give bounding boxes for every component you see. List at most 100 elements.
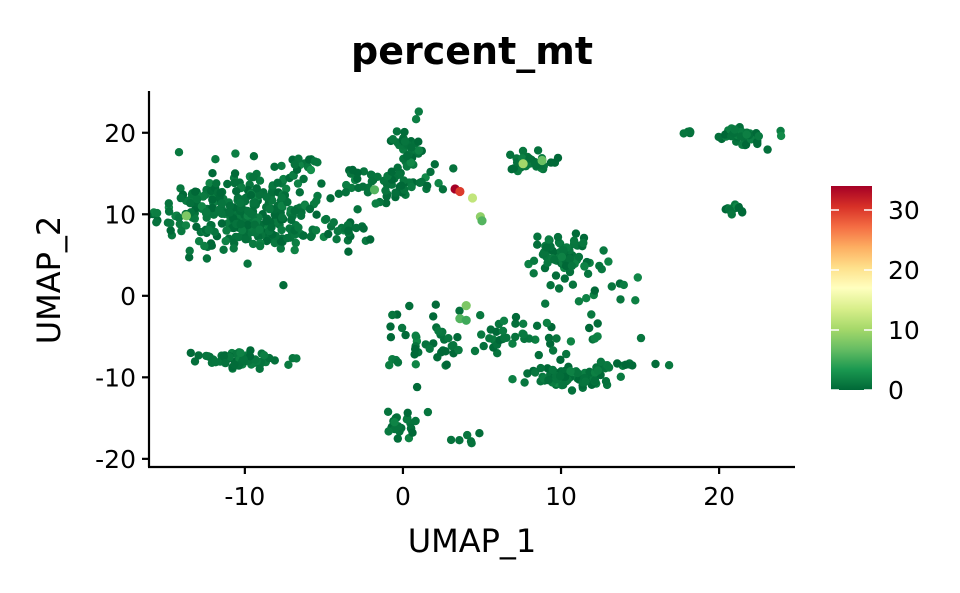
cell-point xyxy=(590,334,600,343)
cell-point xyxy=(741,140,751,149)
cell-point xyxy=(384,427,393,436)
cell-point xyxy=(571,229,581,238)
cell-point xyxy=(405,301,414,311)
cell-point xyxy=(230,178,239,188)
cell-point xyxy=(636,333,646,343)
cell-point xyxy=(423,407,433,417)
cell-point xyxy=(541,299,550,308)
y-tick-label: 10 xyxy=(104,200,136,229)
cell-point xyxy=(679,129,688,138)
cell-point xyxy=(211,155,220,164)
cell-point xyxy=(190,357,200,366)
cell-point xyxy=(425,344,434,353)
cluster-2 xyxy=(329,218,375,245)
cell-point xyxy=(120,238,128,246)
cell-point xyxy=(470,346,480,356)
cell-point xyxy=(359,167,369,176)
cell-point xyxy=(317,179,326,188)
cell-point xyxy=(447,341,456,351)
legend-tick-label: 30 xyxy=(888,196,920,225)
cell-point xyxy=(217,199,226,208)
cell-point xyxy=(566,367,575,376)
cell-point xyxy=(312,210,321,219)
cell-point xyxy=(255,225,264,234)
cell-point xyxy=(276,244,285,253)
cell-point xyxy=(442,360,451,369)
cell-point xyxy=(408,428,417,437)
cell-point xyxy=(607,282,616,291)
cell-point xyxy=(548,365,557,375)
cell-point xyxy=(277,193,286,202)
cell-point xyxy=(727,210,736,219)
cell-point xyxy=(567,386,577,395)
cell-point xyxy=(291,238,300,248)
cluster-0 xyxy=(120,148,370,290)
cell-point xyxy=(283,233,292,243)
cell-point xyxy=(532,321,542,330)
cell-point xyxy=(332,235,341,244)
cluster-1 xyxy=(270,154,322,175)
cell-point xyxy=(429,312,438,321)
cell-point xyxy=(763,145,772,154)
cell-point xyxy=(207,241,216,250)
legend-tick-label: 20 xyxy=(888,256,920,285)
cluster-7 xyxy=(524,229,608,280)
cell-point xyxy=(414,107,423,116)
cell-point xyxy=(221,358,230,368)
cell-point xyxy=(393,163,402,172)
cell-point xyxy=(590,286,599,295)
cell-point xyxy=(511,332,520,342)
cell-point xyxy=(446,435,456,445)
cell-point xyxy=(455,436,464,445)
cell-point xyxy=(391,188,400,197)
cell-point xyxy=(585,323,594,333)
cluster-13 xyxy=(383,407,433,443)
cell-point xyxy=(434,326,443,336)
cell-point xyxy=(438,185,448,194)
cell-point xyxy=(311,226,321,235)
cell-point xyxy=(518,146,528,156)
cell-point xyxy=(241,235,250,244)
cell-point xyxy=(388,310,397,320)
cell-point-highlight xyxy=(369,185,380,195)
cell-point xyxy=(556,371,565,381)
cell-point xyxy=(499,316,509,325)
cell-point xyxy=(333,227,342,236)
color-legend: 0 10 20 30 xyxy=(831,186,920,405)
cluster-5 xyxy=(312,160,458,208)
cell-point xyxy=(466,437,476,446)
y-tick-label: -20 xyxy=(95,445,136,474)
cell-point xyxy=(548,346,558,355)
cell-point-highlight xyxy=(181,211,191,221)
cell-point xyxy=(186,348,195,358)
color-legend-bar xyxy=(831,186,872,390)
cell-point xyxy=(534,350,543,360)
cluster-3 xyxy=(186,346,301,373)
cell-point xyxy=(544,333,554,343)
cell-point xyxy=(174,213,184,222)
cell-point xyxy=(433,353,442,362)
cell-point xyxy=(559,380,568,390)
cell-point xyxy=(633,273,642,282)
cell-point xyxy=(411,360,420,369)
cell-point xyxy=(392,127,402,136)
legend-tick-label: 10 xyxy=(888,316,920,345)
cell-point xyxy=(566,337,576,346)
cell-point xyxy=(273,178,282,187)
cell-point xyxy=(453,333,462,342)
cell-point xyxy=(229,244,238,253)
cell-point xyxy=(411,115,421,124)
cell-point xyxy=(431,300,440,309)
cell-point xyxy=(386,333,396,342)
cell-point xyxy=(402,152,412,161)
cell-point xyxy=(406,158,415,167)
cell-point xyxy=(557,252,567,262)
cell-point xyxy=(222,226,231,235)
cell-point xyxy=(177,226,186,236)
cell-point xyxy=(353,174,362,183)
cell-point-highlight xyxy=(467,193,478,203)
cell-point xyxy=(382,198,391,208)
cell-point xyxy=(270,162,279,171)
cell-point xyxy=(353,205,362,214)
